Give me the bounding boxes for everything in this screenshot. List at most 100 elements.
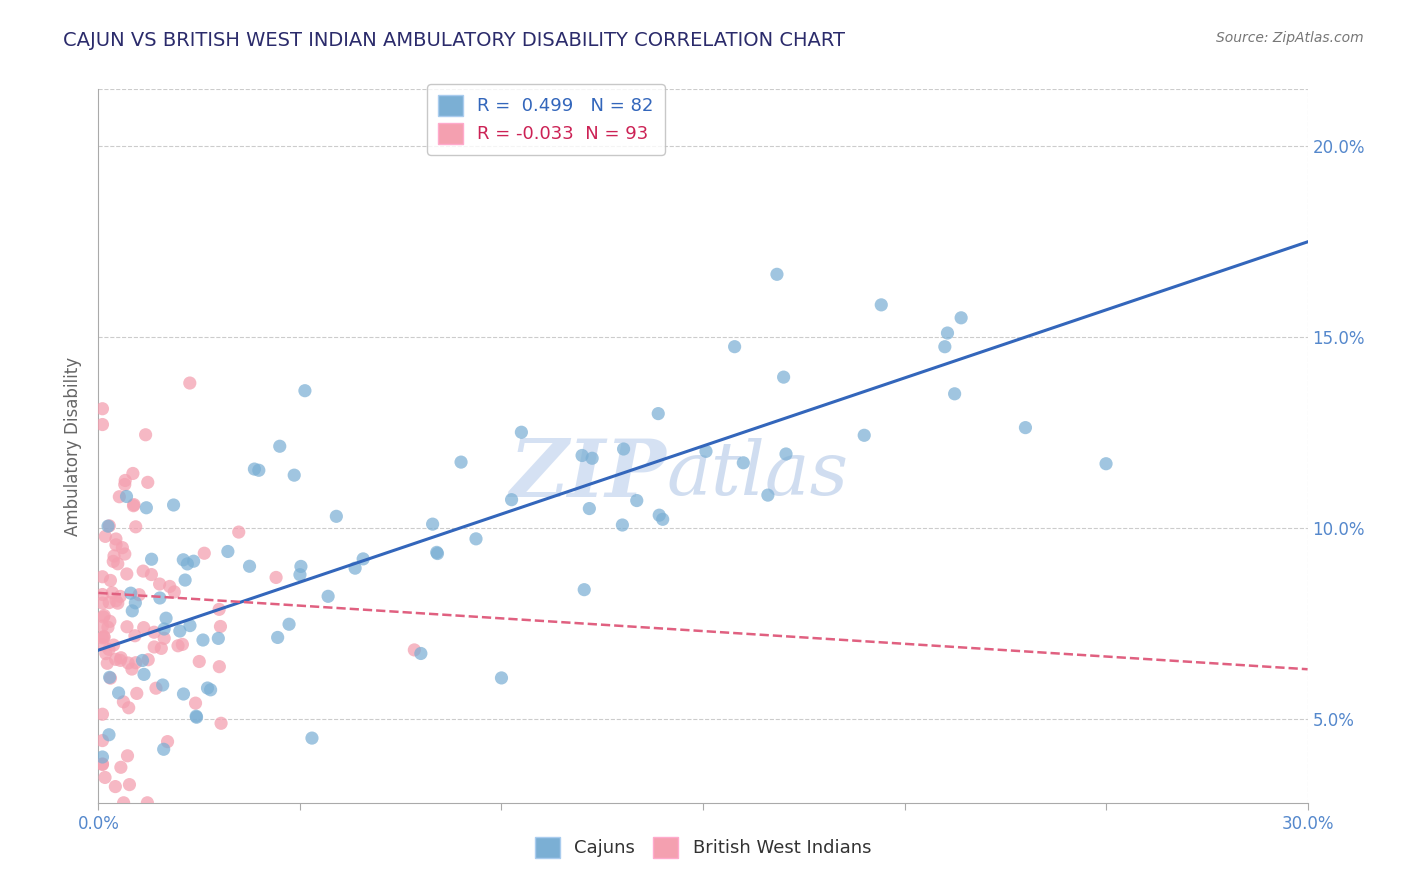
Point: [94, 647, 117, 661]
Point: [120, 586, 142, 600]
Point: [756, 488, 779, 502]
Point: [105, 593, 128, 607]
Point: [422, 517, 444, 532]
Point: [91, 619, 114, 633]
Point: [136, 475, 159, 490]
Point: [934, 340, 956, 354]
Point: [91, 757, 114, 772]
Point: [112, 796, 135, 810]
Point: [501, 492, 523, 507]
Point: [266, 631, 288, 645]
Point: [943, 386, 966, 401]
Point: [950, 310, 973, 325]
Point: [114, 477, 136, 491]
Point: [107, 686, 129, 700]
Point: [626, 493, 648, 508]
Point: [352, 552, 374, 566]
Point: [115, 566, 138, 581]
Point: [179, 618, 201, 632]
Point: [121, 662, 143, 676]
Point: [108, 590, 131, 604]
Point: [110, 760, 132, 774]
Point: [217, 544, 239, 558]
Point: [172, 553, 194, 567]
Point: [283, 468, 305, 483]
Point: [143, 625, 166, 640]
Point: [325, 509, 347, 524]
Point: [243, 462, 266, 476]
Point: [104, 532, 127, 546]
Point: [91, 417, 114, 432]
Point: [128, 588, 150, 602]
Point: [104, 538, 127, 552]
Point: [578, 501, 600, 516]
Point: [936, 326, 959, 340]
Point: [510, 425, 533, 440]
Point: [269, 439, 291, 453]
Point: [93, 608, 115, 623]
Point: [115, 490, 138, 504]
Point: [766, 268, 789, 282]
Point: [186, 710, 208, 724]
Point: [200, 682, 222, 697]
Point: [188, 655, 211, 669]
Point: [91, 588, 114, 602]
Point: [169, 624, 191, 638]
Point: [207, 632, 229, 646]
Point: [159, 579, 181, 593]
Point: [108, 490, 131, 504]
Point: [141, 567, 163, 582]
Point: [465, 532, 488, 546]
Point: [97, 620, 120, 634]
Point: [152, 678, 174, 692]
Point: [581, 451, 603, 466]
Point: [98, 670, 121, 684]
Text: Source: ZipAtlas.com: Source: ZipAtlas.com: [1216, 31, 1364, 45]
Point: [122, 467, 145, 481]
Point: [186, 709, 208, 723]
Point: [91, 638, 114, 652]
Point: [103, 554, 125, 568]
Legend: Cajuns, British West Indians: Cajuns, British West Indians: [527, 830, 879, 865]
Point: [775, 447, 797, 461]
Point: [183, 554, 205, 568]
Point: [612, 518, 634, 533]
Point: [172, 637, 194, 651]
Point: [91, 401, 114, 416]
Point: [117, 748, 139, 763]
Point: [91, 570, 114, 584]
Point: [104, 780, 127, 794]
Point: [100, 671, 122, 685]
Point: [110, 653, 132, 667]
Point: [278, 617, 301, 632]
Point: [149, 577, 172, 591]
Point: [97, 519, 120, 533]
Point: [208, 659, 231, 673]
Point: [110, 650, 132, 665]
Point: [193, 546, 215, 560]
Point: [290, 559, 312, 574]
Point: [197, 681, 219, 695]
Point: [132, 621, 155, 635]
Point: [91, 750, 114, 764]
Point: [294, 384, 316, 398]
Point: [149, 591, 172, 605]
Point: [174, 573, 197, 587]
Point: [103, 638, 125, 652]
Point: [114, 474, 136, 488]
Point: [117, 656, 139, 670]
Point: [93, 610, 115, 624]
Point: [112, 695, 135, 709]
Point: [162, 498, 184, 512]
Point: [98, 519, 121, 533]
Point: [247, 463, 270, 477]
Point: [91, 733, 114, 747]
Point: [228, 524, 250, 539]
Point: [98, 728, 121, 742]
Point: [1014, 420, 1036, 434]
Point: [141, 552, 163, 566]
Point: [152, 742, 174, 756]
Point: [1095, 457, 1118, 471]
Point: [870, 298, 893, 312]
Point: [647, 407, 669, 421]
